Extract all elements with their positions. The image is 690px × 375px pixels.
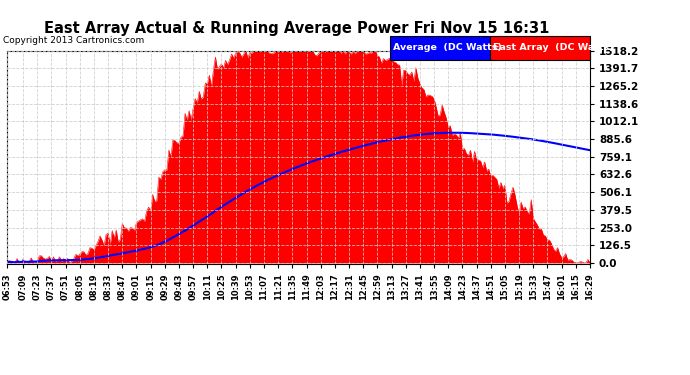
Text: Copyright 2013 Cartronics.com: Copyright 2013 Cartronics.com xyxy=(3,36,145,45)
Text: Average  (DC Watts): Average (DC Watts) xyxy=(393,44,502,52)
Text: East Array Actual & Running Average Power Fri Nov 15 16:31: East Array Actual & Running Average Powe… xyxy=(44,21,549,36)
Text: East Array  (DC Watts): East Array (DC Watts) xyxy=(493,44,613,52)
